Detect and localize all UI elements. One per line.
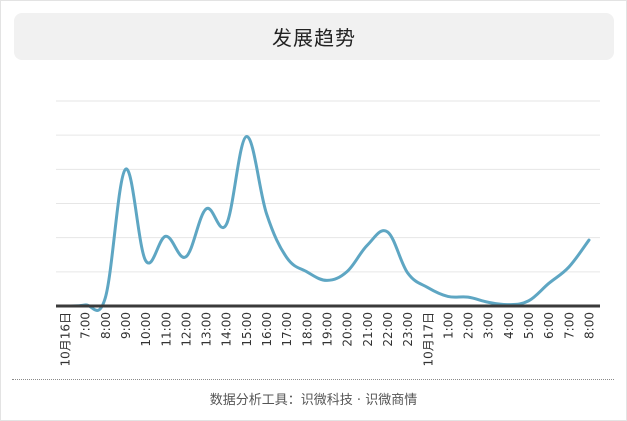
x-tick-label: 9:00 <box>119 312 133 339</box>
footer-divider <box>12 379 614 380</box>
x-tick-label: 1:00 <box>441 312 455 339</box>
x-tick-label: 15:00 <box>240 312 254 347</box>
x-tick-label: 2:00 <box>462 312 476 339</box>
x-tick-label: 22:00 <box>381 312 395 347</box>
x-tick-label: 7:00 <box>79 312 93 339</box>
x-tick-label: 6:00 <box>542 312 556 339</box>
x-tick-label: 19:00 <box>321 312 335 347</box>
chart-title-bar: 发展趋势 <box>14 13 614 60</box>
x-tick-label: 18:00 <box>300 312 314 347</box>
x-tick-label: 3:00 <box>482 312 496 339</box>
x-tick-label: 8:00 <box>99 312 113 339</box>
x-tick-label: 4:00 <box>502 312 516 339</box>
x-tick-label: 23:00 <box>401 312 415 347</box>
chart-title: 发展趋势 <box>272 26 356 50</box>
x-tick-label: 13:00 <box>200 312 214 347</box>
x-tick-label: 14:00 <box>220 312 234 347</box>
series-line <box>63 135 591 312</box>
x-tick-label: 21:00 <box>361 312 375 347</box>
x-tick-label: 10:00 <box>139 312 153 347</box>
x-tick-label: 17:00 <box>280 312 294 347</box>
x-tick-label: 8:00 <box>583 312 597 339</box>
x-tick-label: 10月17日 <box>421 312 435 367</box>
footer-credit: 数据分析工具：识微科技 · 识微商情 <box>209 393 418 408</box>
x-tick-label: 7:00 <box>562 312 576 339</box>
x-tick-label: 10月16日 <box>59 312 73 367</box>
x-tick-label: 12:00 <box>179 312 193 347</box>
x-tick-label: 11:00 <box>159 312 173 347</box>
x-tick-label: 5:00 <box>522 312 536 339</box>
x-tick-label: 20:00 <box>341 312 355 347</box>
x-tick-label: 16:00 <box>260 312 274 347</box>
